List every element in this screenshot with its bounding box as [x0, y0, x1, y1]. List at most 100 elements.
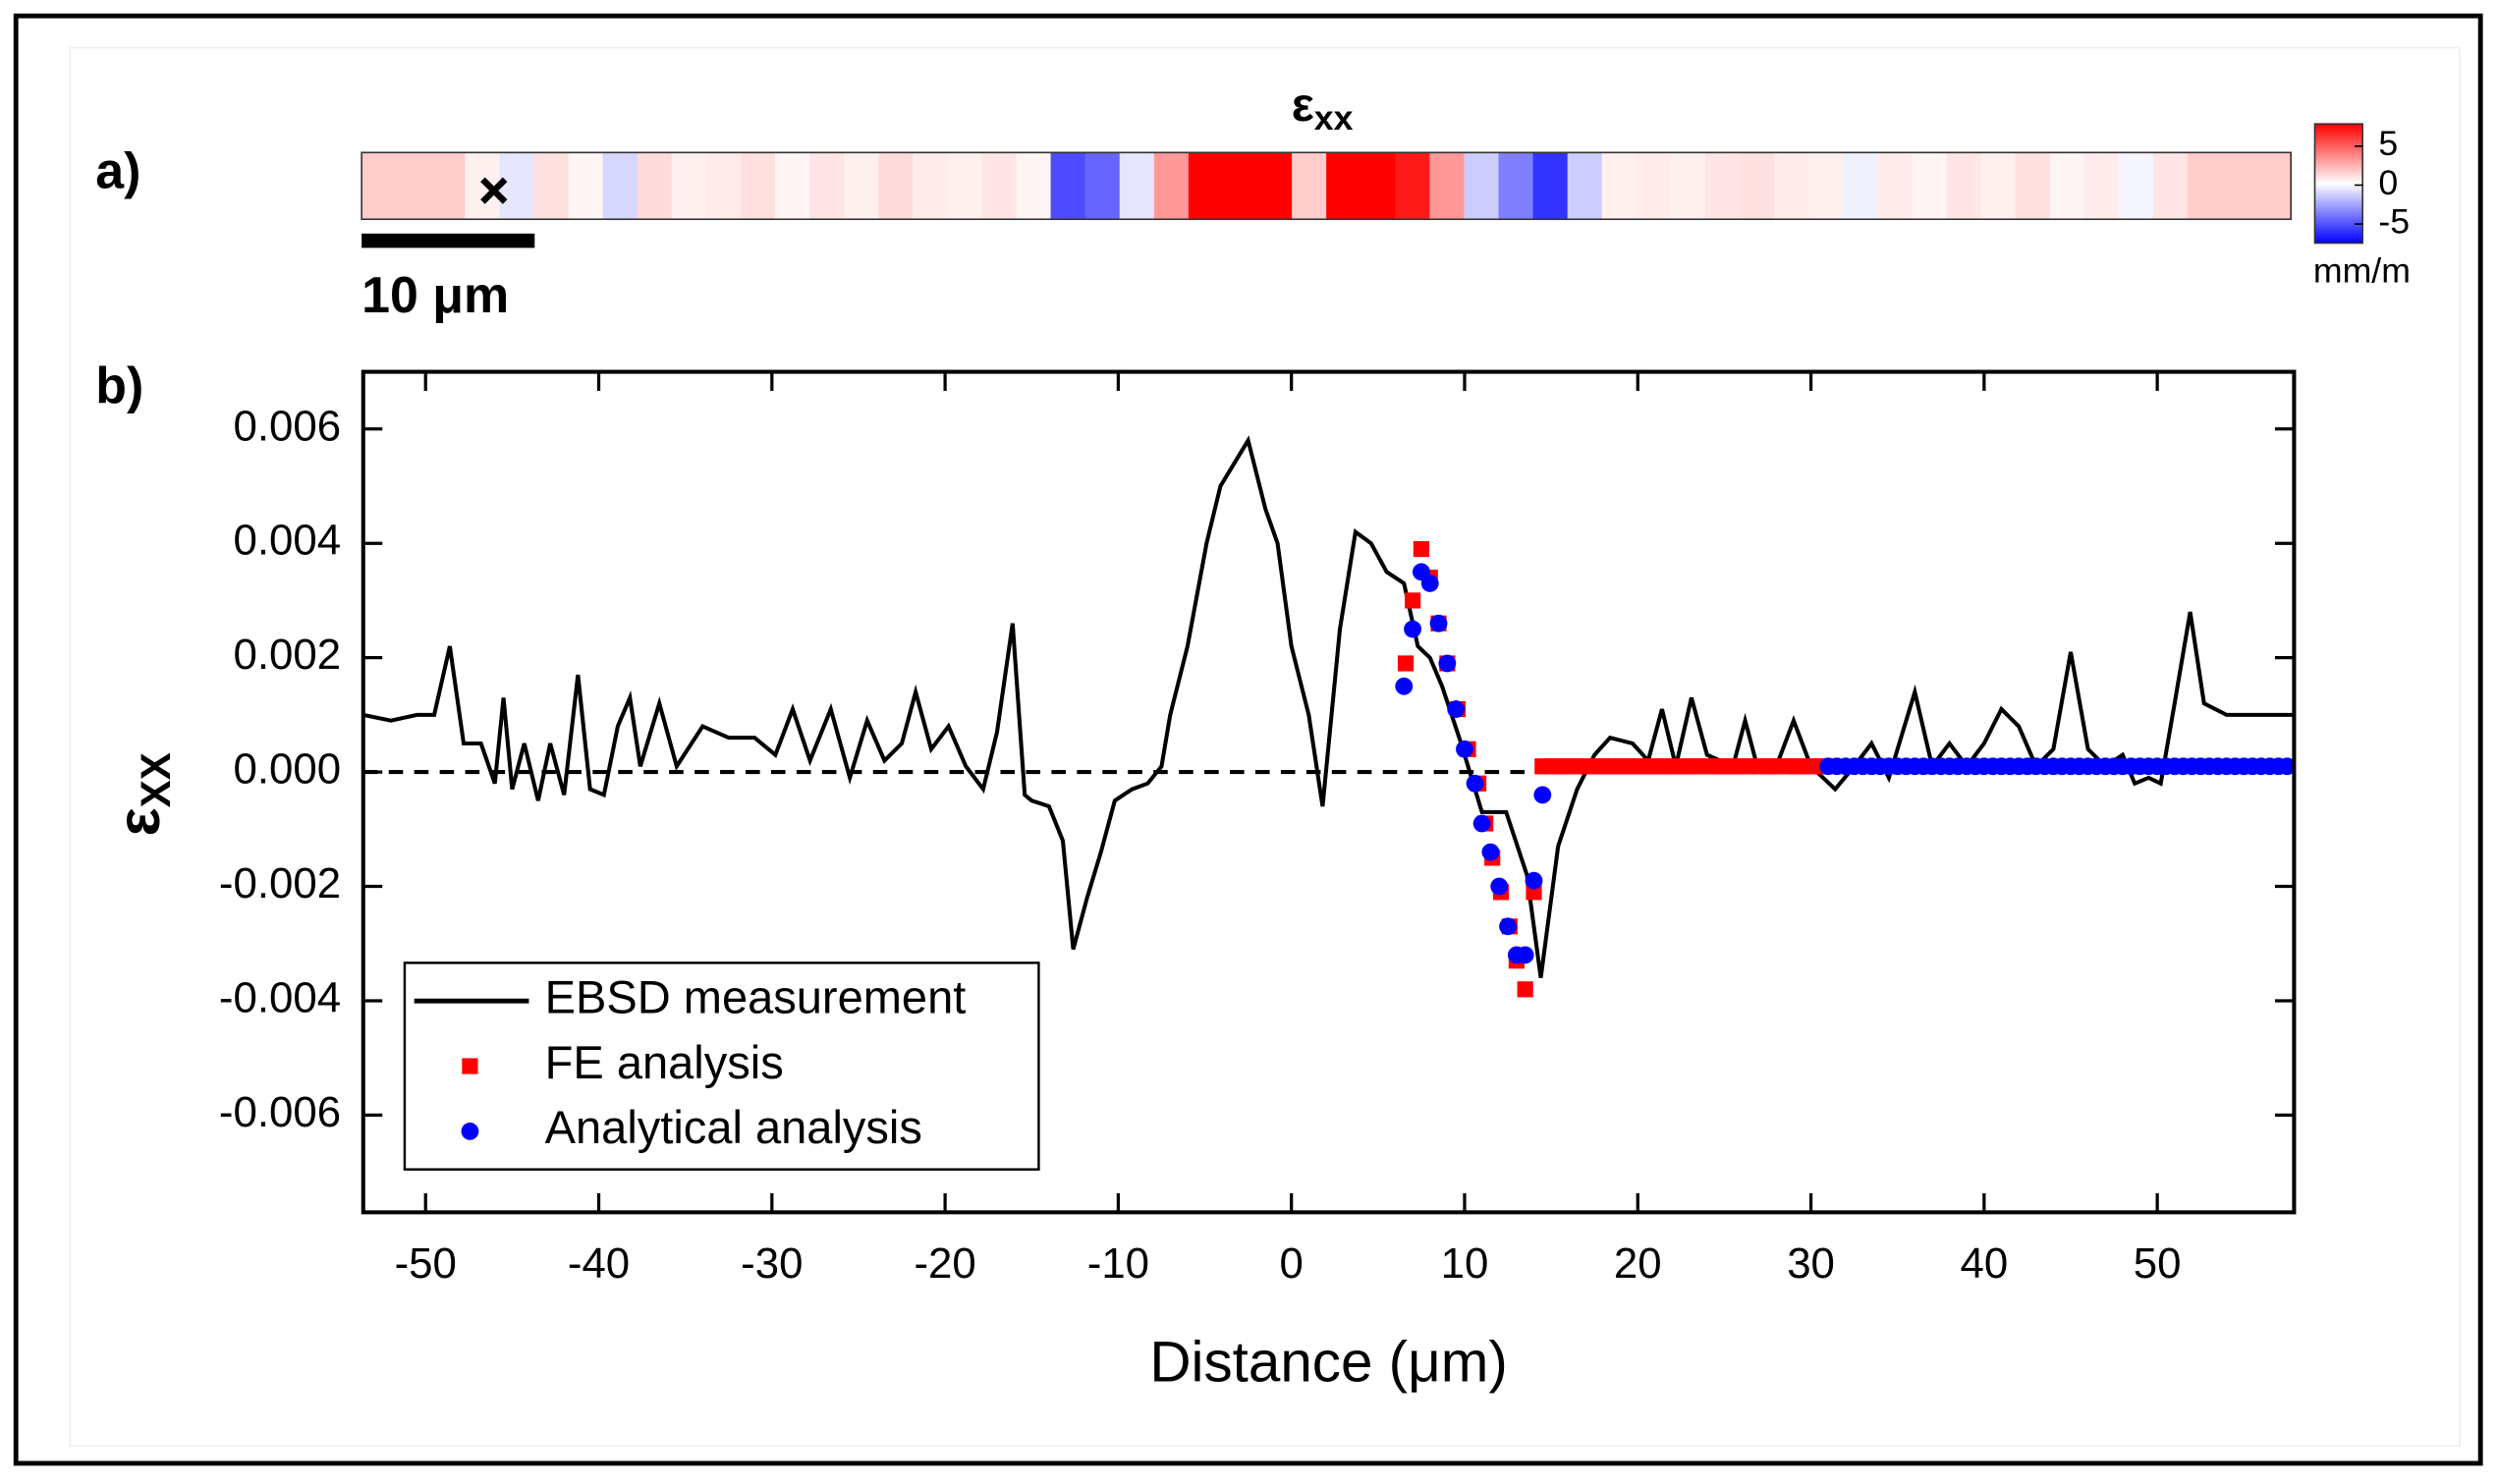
colorbar-label: mm/m [2313, 251, 2411, 291]
heatmap-cell [1326, 152, 1362, 220]
ylabel: ε [105, 807, 173, 836]
heatmap-cell [1843, 152, 1879, 220]
y-tick-label: -0.004 [219, 974, 341, 1022]
legend-label: EBSD measurement [545, 971, 967, 1023]
heatmap-cell [671, 152, 707, 220]
y-tick-label: 0.004 [234, 517, 342, 565]
heatmap-cell [1980, 152, 2017, 220]
analytical-point [1472, 814, 1491, 833]
heatmap-cell [568, 152, 604, 220]
x-tick-label: -50 [395, 1239, 457, 1288]
y-axis-label: εXX [105, 752, 179, 836]
heatmap-cell [1877, 152, 1914, 220]
heatmap-cell [2118, 152, 2154, 220]
x-tick-label: 0 [1280, 1239, 1304, 1288]
heatmap-cell [1774, 152, 1809, 220]
fe-point [1517, 981, 1533, 998]
x-tick-label: 30 [1787, 1239, 1835, 1288]
x-tick-label: -30 [741, 1239, 803, 1288]
plot-border [361, 369, 2297, 1215]
heatmap-cell [844, 152, 880, 220]
scale-bar-label: 10 μm [361, 266, 509, 323]
heatmap-cell [1360, 152, 1397, 220]
scale-bar [361, 233, 535, 248]
x-tick-label: 40 [1960, 1239, 2008, 1288]
heatmap-cell [1119, 152, 1155, 220]
heatmap-cell [1084, 152, 1121, 220]
heatmap-cell [1292, 152, 1327, 220]
fe-point [1413, 540, 1430, 558]
heatmap-cell [1740, 152, 1775, 220]
y-tick-label: 0.000 [234, 745, 342, 794]
analytical-point [1525, 871, 1543, 890]
heatmap-cell [947, 152, 983, 220]
y-tick-label: 0.002 [234, 631, 342, 679]
heatmap-cell [1498, 152, 1534, 220]
series-marks [362, 435, 2295, 998]
panel-label: b) [95, 357, 143, 413]
y-tick-label: 0.006 [234, 402, 342, 450]
heatmap-cell [1395, 152, 1431, 220]
heatmap-cell [2152, 152, 2189, 220]
x-tick-label: 50 [2134, 1239, 2182, 1288]
x-tick-label: -20 [914, 1239, 975, 1288]
analytical-point [1420, 575, 1439, 592]
y-tick-label: -0.002 [219, 859, 341, 907]
heatmap-cell [2222, 152, 2257, 220]
x-tick-label: 20 [1614, 1239, 1662, 1288]
heatmap-cell [1222, 152, 1258, 220]
heatmap-cell [430, 152, 467, 220]
colorbar-tick-label: -5 [2378, 202, 2410, 242]
analytical-point [1481, 843, 1500, 861]
x-tick-label: 10 [1441, 1239, 1489, 1288]
heatmap-cell [637, 152, 673, 220]
heatmap-cell [878, 152, 915, 220]
x-axis-label: Distance (μm) [1149, 1331, 1507, 1395]
legend-square [462, 1058, 478, 1074]
ebsd-line [362, 435, 2295, 978]
heatmap-cell [1188, 152, 1224, 220]
panel-label: a) [95, 142, 140, 199]
heatmap-cell [1050, 152, 1086, 220]
heatmap-cell [1016, 152, 1052, 220]
analytical-point [1404, 620, 1422, 638]
legend-label: FE analysis [545, 1036, 784, 1088]
heatmap-cell [499, 152, 535, 220]
heatmap-cell [1429, 152, 1466, 220]
inner-frame [69, 46, 2461, 1447]
heatmap-cell [1670, 152, 1706, 220]
heatmap-cell [396, 152, 432, 220]
marker-cross [480, 177, 508, 204]
fe-point [1404, 592, 1421, 609]
heatmap-cell [1912, 152, 1948, 220]
heatmap-cell [1567, 152, 1603, 220]
heatmap-cell [1808, 152, 1845, 220]
heatmap-cell [2049, 152, 2085, 220]
x-tick-label: -40 [568, 1239, 630, 1288]
legend-label: Analytical analysis [545, 1101, 922, 1153]
heatmap-cell [775, 152, 810, 220]
colorbar-tick-label: 5 [2378, 124, 2398, 163]
legend-circle [461, 1122, 479, 1140]
heatmap-cell [1601, 152, 1638, 220]
heatmap-cell [1464, 152, 1500, 220]
colorbar [2313, 123, 2363, 245]
heatmap-cell [2187, 152, 2223, 220]
title-subscript: xx [1314, 98, 1354, 137]
legend-box [403, 962, 1040, 1171]
analytical-point [2278, 757, 2295, 776]
heatmap-cell [1704, 152, 1741, 220]
fe-point [1397, 655, 1415, 672]
analytical-point [1456, 740, 1473, 758]
heatmap-cell [2083, 152, 2120, 220]
heatmap-cell [809, 152, 845, 220]
analytical-point [1466, 774, 1484, 793]
analytical-point [1533, 786, 1552, 804]
heatmap-cell [533, 152, 570, 220]
heatmap-cell [1946, 152, 1982, 220]
heatmap-cell [1532, 152, 1569, 220]
heatmap-title: εxx [1292, 79, 1354, 137]
x-tick-label: -10 [1087, 1239, 1149, 1288]
